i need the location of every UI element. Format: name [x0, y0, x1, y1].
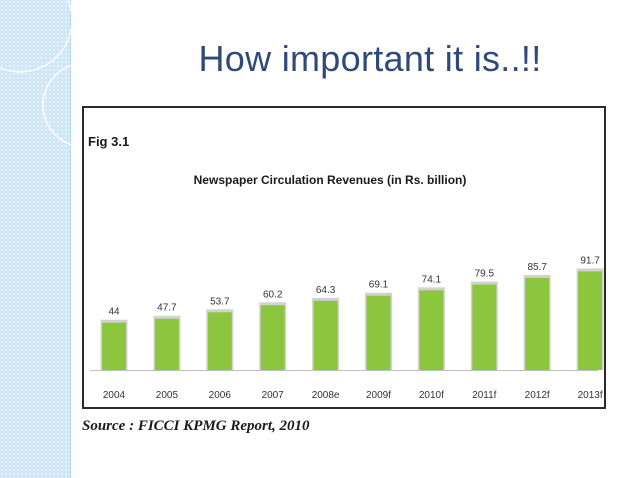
bar-2007 — [260, 305, 285, 370]
bar-chart: 44 2004 47.7 2005 53.7 2006 60.2 2007 64.3 2008e 6… — [90, 255, 604, 401]
bar-2010f — [419, 290, 444, 370]
source-citation: Source : FICCI KPMG Report, 2010 — [82, 418, 310, 434]
data-label: 53.7 — [210, 296, 230, 307]
bar-2006 — [207, 312, 232, 370]
x-tick-label: 2007 — [262, 390, 285, 401]
data-label: 79.5 — [475, 269, 495, 280]
chart-title: Newspaper Circulation Revenues (in Rs. b… — [193, 173, 467, 187]
x-tick-label: 2006 — [209, 390, 232, 401]
slide-sidebar-decoration — [0, 0, 120, 478]
slide-title: How important it is..!! — [198, 38, 542, 79]
x-tick-label: 2008e — [312, 390, 340, 401]
bar-2009f — [366, 295, 391, 370]
x-tick-label: 2011f — [472, 390, 497, 401]
bar-2011f — [472, 284, 497, 370]
data-label: 91.7 — [580, 255, 600, 266]
bar-2012f — [525, 277, 550, 370]
bar-2013f — [578, 271, 603, 370]
data-label: 64.3 — [316, 285, 336, 296]
bar-2008e — [313, 300, 338, 370]
data-label: 74.1 — [422, 274, 442, 285]
bar-2004 — [102, 322, 126, 370]
x-tick-label: 2009f — [366, 390, 391, 401]
data-label: 69.1 — [369, 280, 389, 291]
data-label: 60.2 — [263, 289, 283, 300]
x-tick-label: 2012f — [525, 390, 550, 401]
data-label: 85.7 — [527, 262, 547, 273]
figure-label: Fig 3.1 — [88, 134, 130, 149]
x-tick-label: 2005 — [156, 390, 179, 401]
data-label: 47.7 — [157, 303, 177, 314]
x-tick-label: 2013f — [578, 390, 603, 401]
x-tick-label: 2004 — [103, 390, 126, 401]
data-label: 44 — [108, 307, 120, 318]
bar-2005 — [154, 318, 179, 370]
x-tick-label: 2010f — [419, 390, 444, 401]
